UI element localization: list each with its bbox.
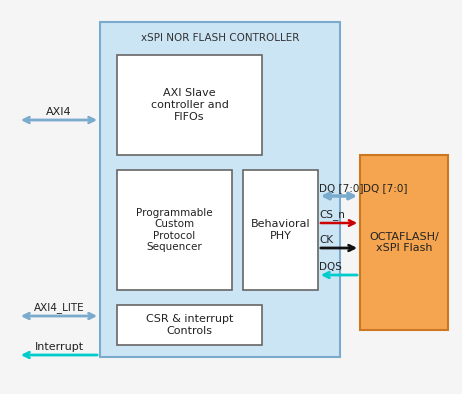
Text: Behavioral
PHY: Behavioral PHY xyxy=(251,219,310,241)
Text: CSR & interrupt
Controls: CSR & interrupt Controls xyxy=(146,314,233,336)
Text: DQ [7:0]: DQ [7:0] xyxy=(319,183,364,193)
Bar xyxy=(360,155,448,330)
Text: AXI4_LITE: AXI4_LITE xyxy=(34,303,84,314)
Text: AXI Slave
controller and
FIFOs: AXI Slave controller and FIFOs xyxy=(151,88,228,122)
Text: xSPI NOR FLASH CONTROLLER: xSPI NOR FLASH CONTROLLER xyxy=(141,33,299,43)
Bar xyxy=(117,305,262,345)
Bar xyxy=(100,22,340,357)
Text: Programmable
Custom
Protocol
Sequencer: Programmable Custom Protocol Sequencer xyxy=(136,208,213,253)
Text: OCTAFLASH/
xSPI Flash: OCTAFLASH/ xSPI Flash xyxy=(369,232,439,253)
Bar xyxy=(117,170,232,290)
Text: Interrupt: Interrupt xyxy=(35,342,84,352)
Text: AXI4: AXI4 xyxy=(46,107,72,117)
Text: DQ [7:0]: DQ [7:0] xyxy=(363,183,407,193)
Bar xyxy=(117,55,262,155)
Text: DQS: DQS xyxy=(319,262,342,272)
Text: CK: CK xyxy=(319,235,333,245)
Bar xyxy=(243,170,318,290)
Text: CS_n: CS_n xyxy=(319,210,345,221)
